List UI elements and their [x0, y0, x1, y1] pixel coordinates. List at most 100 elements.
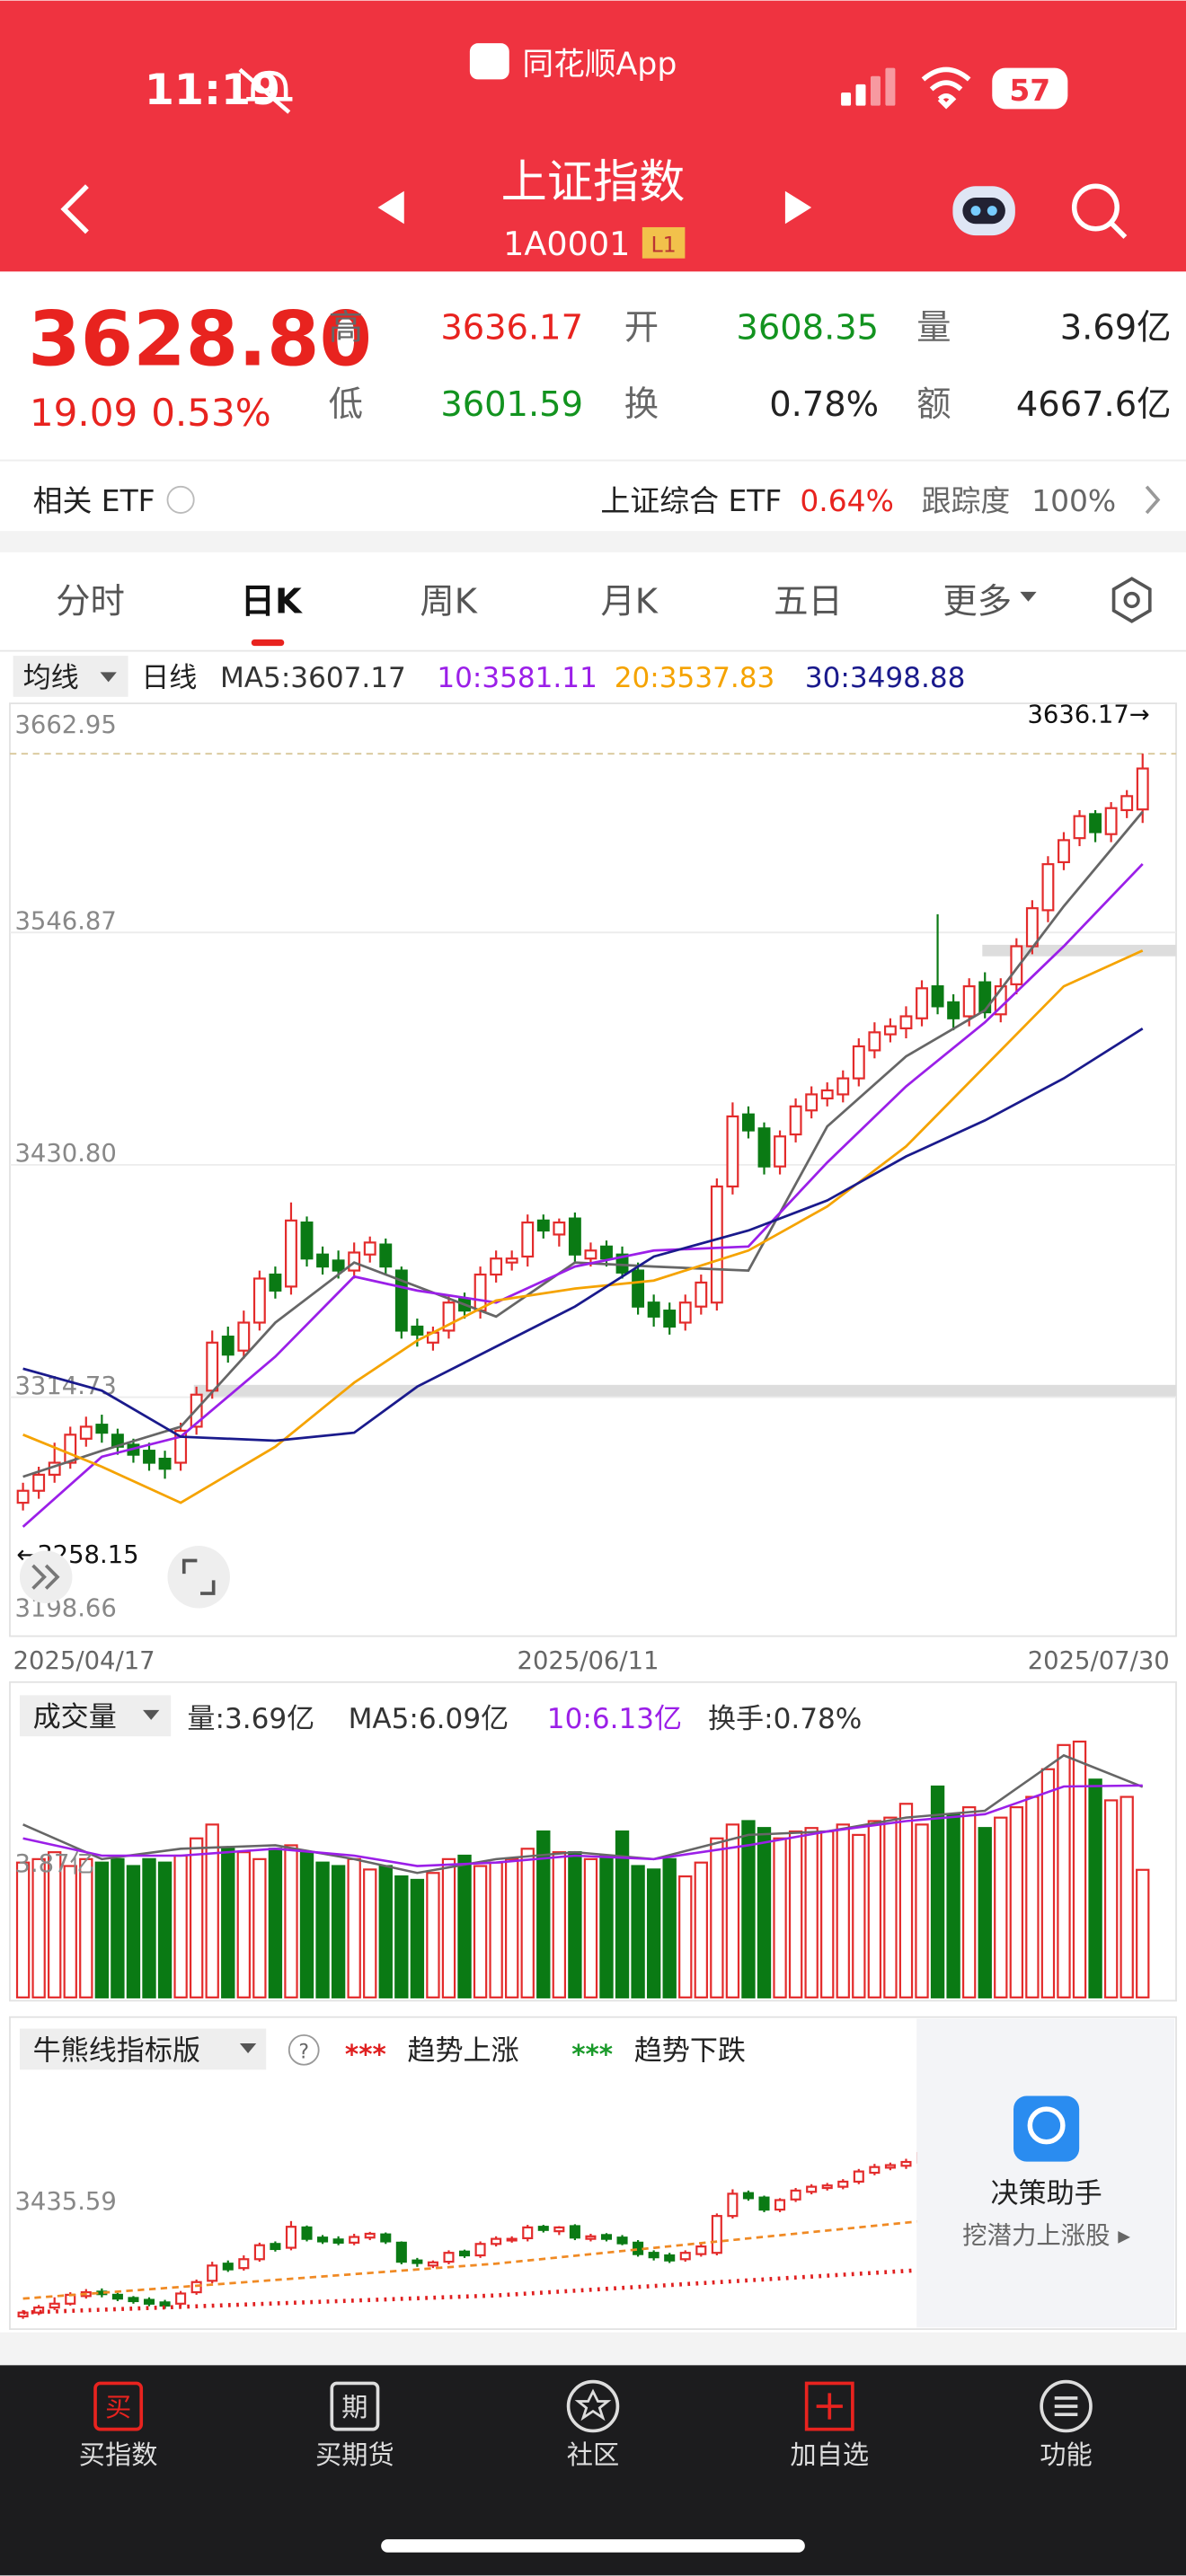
etf-name[interactable]: 上证综合 ETF: [600, 483, 782, 518]
volume-ma: [22, 1753, 1144, 1875]
assistant-card[interactable]: [916, 2018, 1175, 2328]
volume-bar: [1103, 1799, 1119, 1998]
tab[interactable]: 月K: [600, 582, 658, 622]
candle-body: [79, 1425, 93, 1440]
date-label: 2025/07/30: [1028, 1647, 1170, 1675]
y-tick-label: 3435.59: [14, 2188, 116, 2216]
ma-line: [22, 949, 1144, 1504]
candle-body: [710, 1185, 723, 1304]
volume-bar: [568, 1851, 582, 1998]
candle-body: [647, 1301, 660, 1318]
candle-body: [253, 2244, 265, 2261]
candle-body: [852, 1045, 865, 1080]
candle-body: [633, 2241, 644, 2255]
candle-body: [1104, 807, 1118, 835]
candle-body: [1089, 813, 1102, 834]
candle-body: [836, 1077, 850, 1096]
legend-marker: ***: [571, 2039, 613, 2069]
gap: [0, 2332, 1186, 2366]
volume-bar: [189, 1837, 204, 1998]
volume-bar: [63, 1865, 77, 1998]
tab[interactable]: 周K: [420, 582, 477, 622]
candle-body: [491, 2237, 502, 2245]
volume-label: 量:3.69亿: [187, 1703, 314, 1735]
nav-label[interactable]: 加自选: [790, 2439, 869, 2470]
wifi-icon: [921, 66, 971, 110]
nav-label[interactable]: 功能: [1040, 2439, 1093, 2470]
selector-bg[interactable]: [19, 2028, 267, 2070]
expand-button[interactable]: [167, 1546, 230, 1609]
candle-body: [1025, 907, 1039, 948]
tab-indicator: [251, 639, 285, 647]
help-icon[interactable]: [288, 2033, 320, 2066]
volume-bar: [1088, 1778, 1102, 1998]
volume-bar: [631, 1865, 645, 1998]
candle-body: [789, 1105, 802, 1136]
candle-body: [1058, 839, 1070, 864]
robot-icon[interactable]: [952, 186, 1015, 236]
nav-label[interactable]: 买期货: [315, 2439, 394, 2470]
candle-body: [790, 2189, 801, 2201]
candle-body: [679, 2252, 691, 2261]
candle-body: [742, 2192, 754, 2200]
tab[interactable]: 五日: [774, 582, 843, 622]
stat-value: 4667.6亿: [1016, 384, 1172, 425]
stat-label: 量: [916, 307, 951, 348]
prev-button[interactable]: [377, 190, 404, 225]
candle-body: [537, 2226, 549, 2231]
dropdown-arrow: [143, 1709, 160, 1720]
candle-body: [206, 1341, 219, 1392]
volume-selector[interactable]: 成交量: [33, 1701, 117, 1734]
candle-body: [379, 1243, 393, 1268]
nav-icon: [330, 2381, 380, 2431]
nav-label[interactable]: 社区: [567, 2439, 620, 2470]
candle-body: [32, 1473, 46, 1492]
tab[interactable]: 更多: [943, 582, 1012, 622]
candle-body: [317, 2236, 329, 2243]
candle-body: [1041, 863, 1055, 912]
indicator-selector[interactable]: 牛熊线指标版: [33, 2034, 200, 2067]
candle-body: [853, 2170, 864, 2183]
nav-label[interactable]: 买指数: [79, 2439, 158, 2470]
back-button[interactable]: [60, 184, 89, 234]
volume-bar: [142, 1857, 156, 1998]
chevron: [1145, 485, 1161, 515]
assistant-subtitle: 挖潜力上涨股 ▸: [962, 2222, 1130, 2250]
collapse-icon: [31, 1564, 60, 1590]
candle-body: [316, 1253, 330, 1268]
settings-button[interactable]: [1111, 577, 1152, 623]
volume-bar: [48, 1851, 62, 1998]
volume-bar: [1040, 1768, 1056, 1998]
volume-bar: [583, 1857, 598, 1998]
candle-body: [900, 2160, 912, 2167]
tab[interactable]: 日K: [241, 582, 303, 622]
candle-body: [33, 2306, 45, 2314]
candle-body: [584, 1249, 597, 1260]
volume-bar: [94, 1861, 110, 1998]
volume-bar: [694, 1861, 708, 1998]
settings-dot: [1123, 591, 1140, 609]
selector-bg[interactable]: [19, 1695, 172, 1737]
volume-bar: [1009, 1806, 1024, 1998]
search-button[interactable]: [1071, 183, 1128, 239]
battery-level: 57: [1009, 73, 1050, 108]
candle-body: [585, 2235, 597, 2240]
volume-bar: [157, 1861, 173, 1998]
index-code: 1A0001: [503, 225, 630, 263]
volume-bar: [788, 1830, 803, 1998]
volume-bar: [441, 1857, 456, 1998]
candle-body: [568, 1217, 581, 1256]
candle-body: [252, 1277, 266, 1324]
candle-body: [774, 1135, 787, 1168]
tab[interactable]: 分时: [56, 582, 125, 622]
candle-body: [363, 1241, 376, 1256]
ma-selector[interactable]: 均线: [23, 662, 79, 694]
y-tick-label: 3662.95: [14, 711, 116, 739]
signal-icon: [841, 67, 896, 106]
volume-bar: [284, 1844, 298, 1998]
next-button[interactable]: [784, 190, 812, 225]
stat-value: 3636.17: [440, 307, 583, 348]
candle-body: [16, 1489, 30, 1504]
stat-value: 3608.35: [736, 307, 879, 348]
candle-body: [506, 2237, 518, 2242]
